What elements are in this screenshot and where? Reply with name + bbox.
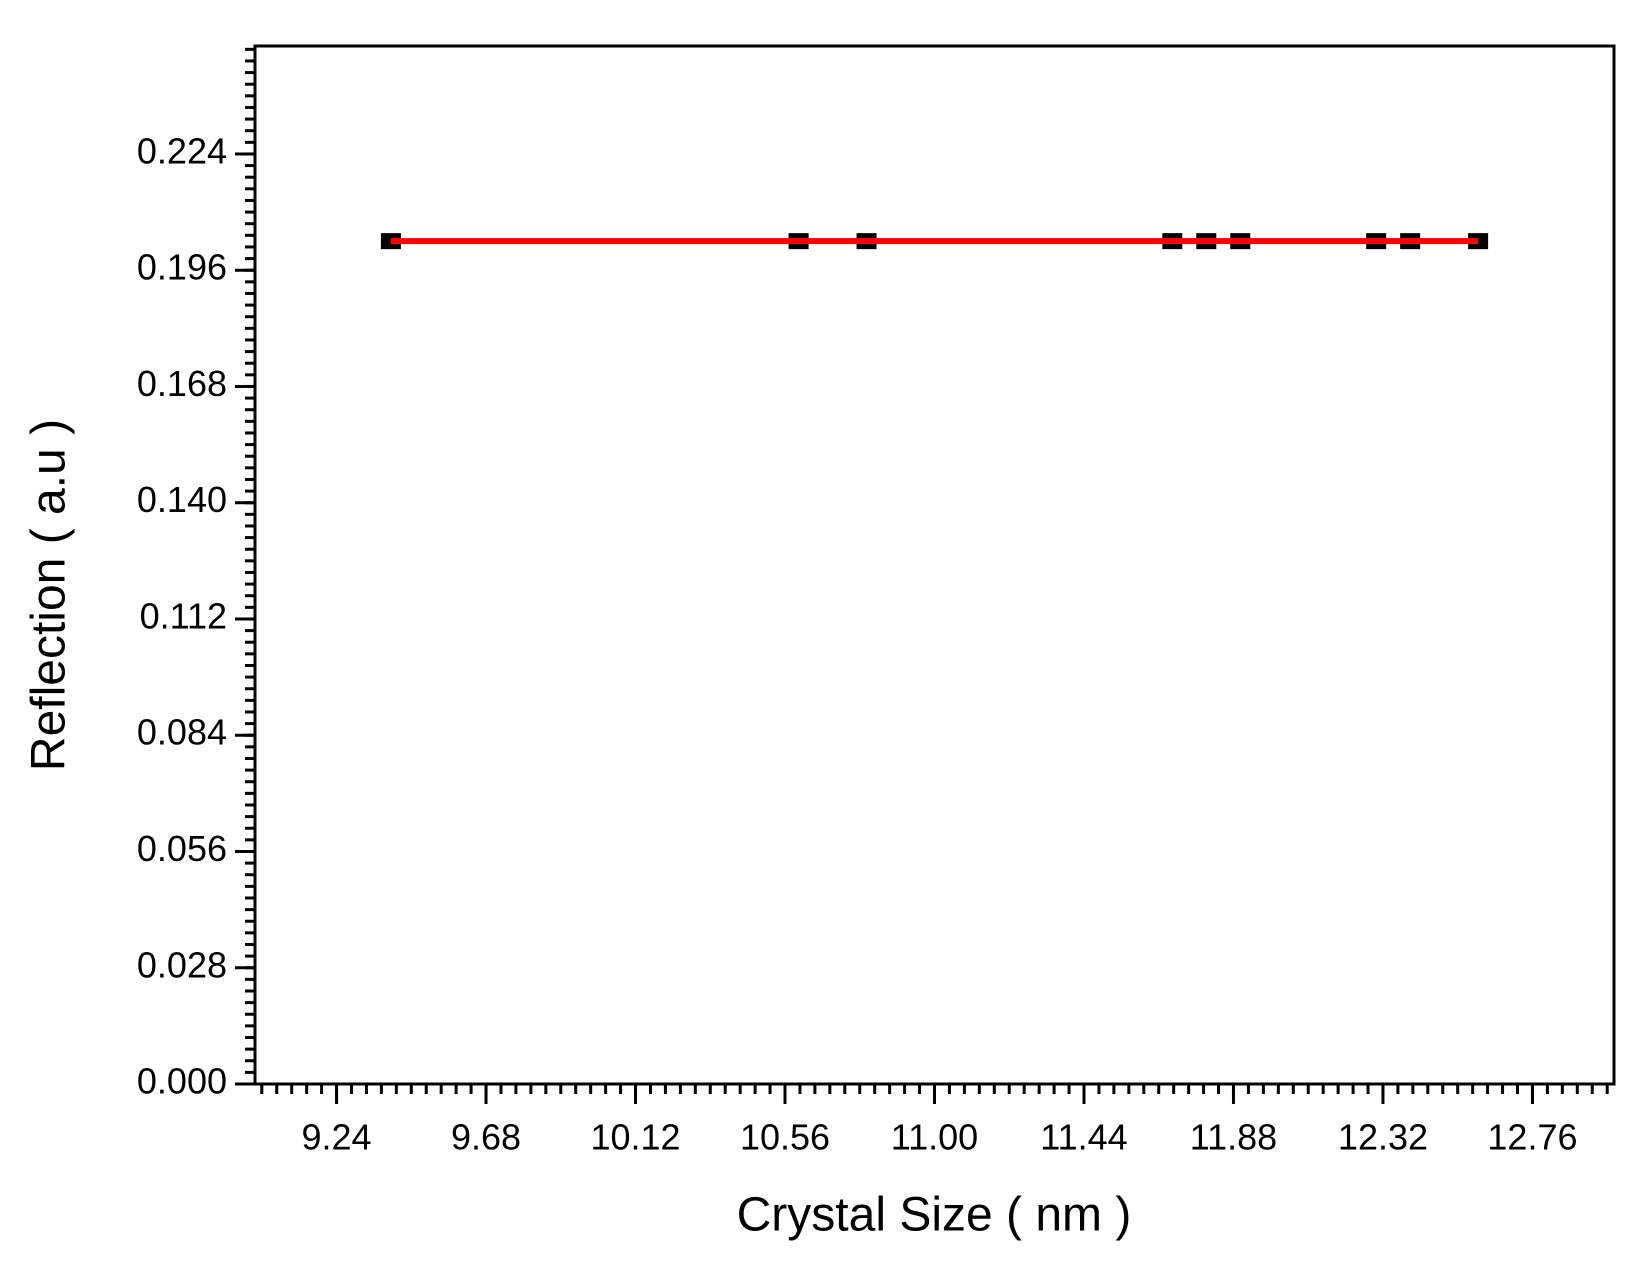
y-tick-label: 0.224 bbox=[137, 130, 227, 171]
y-tick-label: 0.056 bbox=[137, 828, 227, 869]
y-tick-label: 0.028 bbox=[137, 944, 227, 985]
x-tick-label: 12.32 bbox=[1338, 1117, 1428, 1158]
x-tick-label: 11.88 bbox=[1190, 1117, 1277, 1158]
y-tick-label: 0.140 bbox=[137, 479, 227, 520]
y-tick-label: 0.112 bbox=[140, 595, 227, 636]
x-tick-label: 10.56 bbox=[740, 1117, 830, 1158]
x-tick-label: 9.24 bbox=[302, 1117, 372, 1158]
plot-frame bbox=[253, 44, 1616, 1086]
x-tick-label: 12.76 bbox=[1487, 1117, 1577, 1158]
y-tick-label: 0.196 bbox=[137, 247, 227, 288]
x-tick-label: 11.00 bbox=[891, 1117, 978, 1158]
x-tick-label: 9.68 bbox=[451, 1117, 521, 1158]
y-tick-label: 0.084 bbox=[137, 712, 227, 753]
y-tick-label: 0.168 bbox=[137, 363, 227, 404]
x-tick-label: 10.12 bbox=[590, 1117, 680, 1158]
x-tick-label: 11.44 bbox=[1040, 1117, 1127, 1158]
x-axis-label: Crystal Size ( nm ) bbox=[737, 1189, 1132, 1242]
y-tick-label: 0.000 bbox=[137, 1061, 227, 1102]
y-axis-label: Reflection ( a.u ) bbox=[23, 419, 76, 771]
